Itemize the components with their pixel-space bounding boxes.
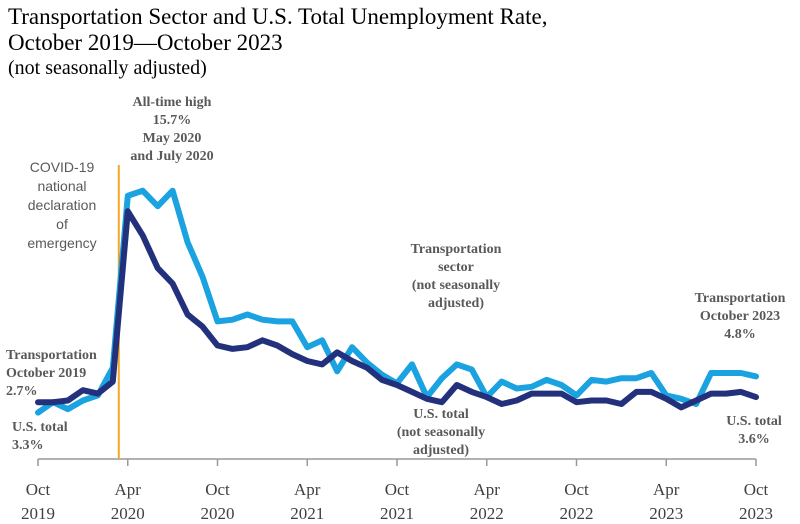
x-tick-month: Apr [294,480,321,499]
transportation-end-annotation-line: Transportation [695,291,786,306]
chart-title-block: Transportation Sector and U.S. Total Une… [8,4,788,80]
x-tick-label: Oct 2020 [201,480,235,523]
peak-annotation-line: May 2020 [143,131,202,146]
x-tick-label: Apr 2022 [470,480,504,523]
peak-annotation-line: and July 2020 [130,149,213,164]
x-tick-month: Oct [385,480,410,499]
transportation-sector-annotation-line: adjusted) [428,296,484,311]
transportation-end-annotation: Transportation October 2023 4.8% [695,291,786,342]
us-total-annotation-line: adjusted) [413,443,469,458]
x-tick-month: Oct [744,480,769,499]
x-tick-year: 2019 [21,504,55,523]
x-tick-label: Apr 2020 [111,480,145,523]
x-tick-label: Oct 2022 [560,480,594,523]
covid-event-label-line: declaration [28,197,97,213]
x-tick-label: Apr 2023 [649,480,683,523]
covid-event-label: COVID-19 national declaration of emergency [27,159,96,251]
x-axis: Oct 2019 Apr 2020 Oct 2020 Apr 2021 Oct 2021 Apr 20… [21,458,773,523]
us-total-start-annotation-line: U.S. total [12,420,68,435]
peak-annotation-line: 15.7% [153,113,192,128]
x-tick-label: Oct 2021 [380,480,414,523]
x-tick-month: Oct [564,480,589,499]
chart-title-line2: October 2019—October 2023 [8,30,283,55]
covid-event-label-line: emergency [27,235,96,251]
x-tick-month: Apr [115,480,142,499]
x-tick-label: Apr 2021 [290,480,324,523]
us-total-start-annotation: U.S. total 3.3% [12,420,68,453]
transportation-start-annotation: Transportation October 2019 2.7% [6,348,97,399]
x-tick-year: 2023 [739,504,773,523]
transportation-end-annotation-line: 4.8% [724,327,756,342]
x-tick-year: 2020 [111,504,145,523]
x-tick-year: 2023 [649,504,683,523]
x-tick-year: 2022 [470,504,504,523]
chart-title: Transportation Sector and U.S. Total Une… [8,4,548,29]
us-total-annotation-line: U.S. total [413,407,469,422]
us-total-end-annotation: U.S. total 3.6% [726,414,782,447]
covid-event-label-line: national [37,178,86,194]
transportation-start-annotation-line: October 2019 [6,366,86,381]
us-total-end-annotation-line: U.S. total [726,414,782,429]
series-lines [35,187,759,416]
x-tick-year: 2021 [290,504,324,523]
x-tick-year: 2021 [380,504,414,523]
us-total-annotation: U.S. total (not seasonally adjusted) [397,407,485,458]
us-total-end-annotation-line: 3.6% [738,432,770,447]
chart-subtitle: (not seasonally adjusted) [8,57,207,79]
x-tick-year: 2022 [560,504,594,523]
us-total-annotation-line: (not seasonally [397,425,485,440]
peak-annotation-line: All-time high [133,95,212,110]
x-tick-month: Oct [26,480,51,499]
us-total-series-line [35,208,759,411]
peak-annotation: All-time high 15.7% May 2020 and July 2020 [130,95,213,164]
transportation-sector-annotation-line: (not seasonally [412,278,500,293]
x-tick-month: Apr [474,480,501,499]
annotations: All-time high 15.7% May 2020 and July 2020 T… [6,95,786,458]
x-tick-label: Oct 2023 [739,480,773,523]
us-total-start-annotation-line: 3.3% [12,438,44,453]
x-tick-year: 2020 [201,504,235,523]
x-tick-month: Apr [653,480,680,499]
transportation-end-annotation-line: October 2023 [700,309,780,324]
transportation-series-line [35,187,759,416]
transportation-sector-annotation-line: sector [438,260,474,275]
transportation-sector-annotation: Transportation sector (not seasonally adjus… [411,242,502,311]
covid-event-label-line: of [56,216,68,232]
covid-event-label-line: COVID-19 [30,159,95,175]
transportation-sector-annotation-line: Transportation [411,242,502,257]
transportation-start-annotation-line: Transportation [6,348,97,363]
transportation-start-annotation-line: 2.7% [6,384,38,399]
x-tick-label: Oct 2019 [21,480,55,523]
x-tick-month: Oct [205,480,230,499]
